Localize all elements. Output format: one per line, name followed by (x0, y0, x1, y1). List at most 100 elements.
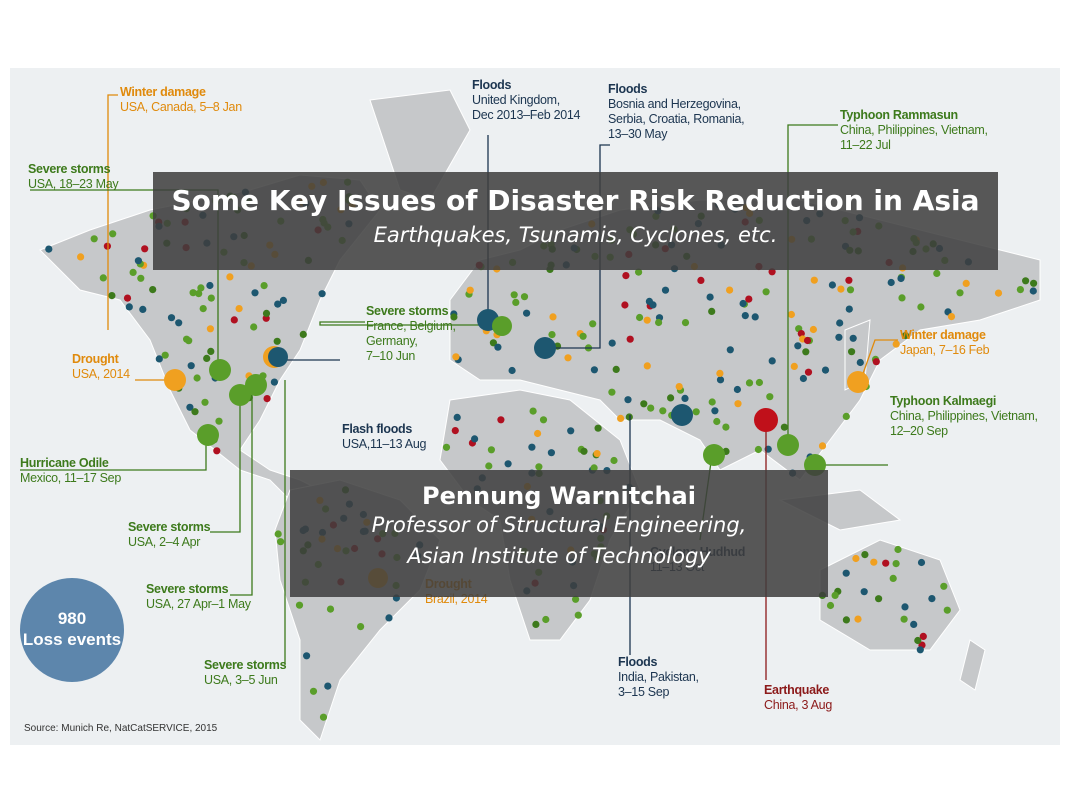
event-dot (726, 286, 734, 294)
event-dot (487, 446, 495, 454)
event-dot (837, 285, 845, 293)
event-circle (209, 359, 231, 381)
event-dot (947, 313, 956, 321)
event-dot (940, 582, 948, 590)
event-dot (836, 319, 844, 327)
annotation-heading: Typhoon Rammasun (840, 108, 958, 122)
annotation-heading: Typhoon Kalmaegi (890, 394, 997, 408)
event-dot (790, 362, 798, 370)
event-dot (141, 245, 149, 253)
annotation-line: China, 3 Aug (764, 698, 832, 712)
annotation-line: India, Pakistan, (618, 670, 699, 684)
annotation: Severe storms USA, 3–5 Jun (204, 658, 287, 688)
annotation-line: Germany, (366, 334, 418, 348)
event-circle (847, 371, 869, 393)
annotation: Flash floods USA,11–13 Aug (342, 422, 426, 452)
author: Pennung Warnitchai (422, 482, 696, 510)
event-dot (917, 558, 926, 567)
annotation-heading: Severe storms (146, 582, 229, 596)
event-dot (99, 274, 107, 282)
event-dot (818, 442, 827, 450)
event-dot (1030, 279, 1038, 287)
event-dot (594, 424, 602, 432)
event-dot (579, 332, 587, 340)
leader-line (20, 436, 207, 471)
event-circle (492, 316, 512, 336)
event-dot (810, 276, 818, 284)
event-dot (766, 393, 774, 401)
event-circle (534, 337, 556, 359)
event-dot (608, 388, 616, 396)
event-dot (854, 615, 862, 623)
event-dot (734, 400, 742, 408)
event-dot (870, 558, 878, 566)
event-dot (564, 354, 572, 362)
event-dot (1022, 277, 1030, 285)
event-dot (892, 340, 900, 348)
event-circle (197, 424, 219, 446)
event-dot (640, 400, 648, 408)
event-circle (754, 408, 778, 432)
event-dot (489, 339, 497, 347)
event-dot (593, 450, 601, 458)
event-dot (821, 366, 830, 374)
event-dot (828, 281, 837, 289)
annotation-line: USA, Canada, 5–8 Jan (120, 100, 242, 114)
annotation-line: Japan, 7–16 Feb (900, 343, 990, 357)
annotation-heading: Winter damage (120, 85, 206, 99)
event-dot (453, 413, 461, 421)
annotation-heading: Floods (472, 78, 512, 92)
event-dot (442, 443, 451, 451)
event-dot (900, 615, 908, 623)
event-dot (547, 449, 556, 457)
event-dot (125, 303, 133, 311)
event-dot (137, 274, 145, 282)
event-dot (471, 435, 479, 443)
event-dot (277, 538, 285, 546)
event-dot (149, 286, 157, 294)
event-dot (852, 554, 860, 563)
event-dot (655, 318, 663, 327)
event-dot (193, 374, 201, 382)
annotation-line: 11–22 Jul (840, 138, 891, 152)
annotation-line: USA, 18–23 May (28, 177, 119, 191)
annotation-line: France, Belgium, (366, 319, 456, 333)
annotation: Hurricane Odile Mexico, 11–17 Sep (20, 456, 121, 486)
event-dot (860, 588, 868, 596)
leader-line (230, 390, 253, 596)
event-dot (610, 456, 618, 465)
event-dot (197, 284, 205, 292)
event-dot (711, 407, 719, 415)
annotation-line: Dec 2013–Feb 2014 (472, 108, 581, 122)
event-dot (846, 286, 855, 294)
leader-line (787, 124, 838, 445)
event-dot (539, 416, 548, 424)
event-dot (842, 412, 850, 420)
event-dot (804, 368, 813, 376)
event-dot (625, 413, 633, 421)
event-dot (802, 348, 810, 356)
event-dot (574, 611, 582, 619)
event-dot (647, 404, 655, 412)
event-dot (845, 276, 853, 284)
event-dot (892, 560, 900, 568)
annotation-line: 7–10 Jun (366, 349, 416, 363)
event-dot (250, 323, 258, 331)
event-dot (134, 257, 142, 265)
event-dot (933, 269, 941, 277)
event-dot (357, 623, 365, 631)
event-dot (508, 366, 516, 375)
event-dot (624, 396, 632, 404)
event-dot (512, 298, 520, 306)
event-dot (318, 290, 326, 298)
event-dot (548, 331, 556, 339)
loss-label: Loss events (22, 630, 122, 649)
event-dot (273, 337, 281, 345)
event-dot (994, 289, 1003, 297)
annotation: Severe storms France, Belgium, Germany, 7–1… (366, 304, 456, 364)
event-dot (741, 312, 749, 320)
event-circle (268, 347, 288, 367)
event-dot (523, 309, 531, 317)
annotation-heading: Severe storms (28, 162, 111, 176)
event-dot (626, 335, 634, 343)
